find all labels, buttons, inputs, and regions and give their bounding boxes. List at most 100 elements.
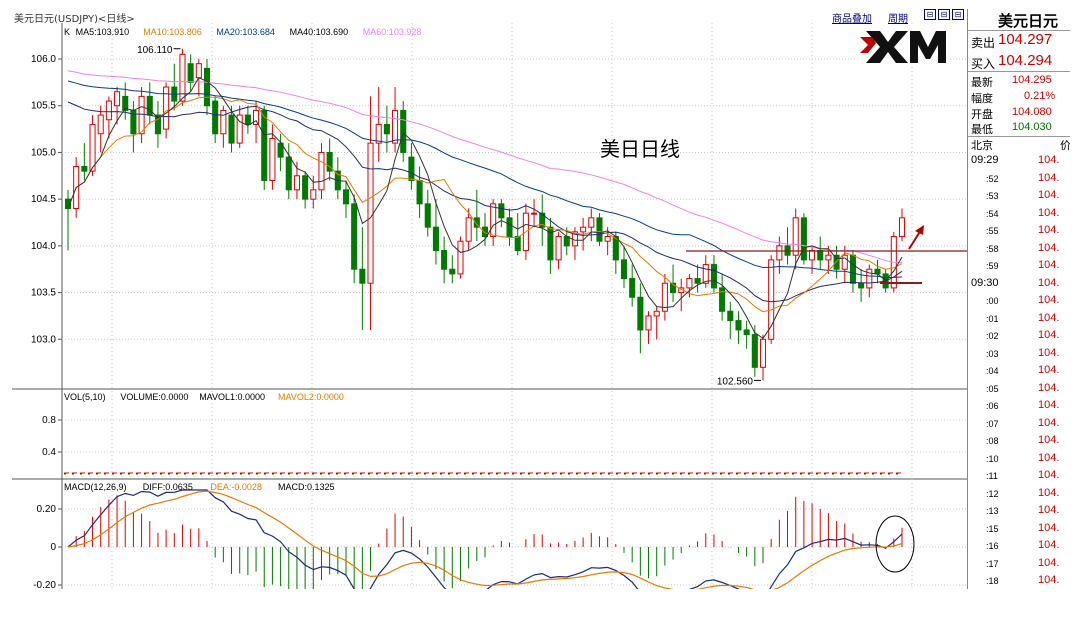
- candle-body: [506, 217, 513, 238]
- volume-legend-item: MAVOL1:0.0000: [199, 392, 265, 402]
- candle-body: [743, 329, 750, 336]
- candle-body: [441, 250, 448, 270]
- ma20-line: [67, 101, 903, 303]
- tick-price: 104.: [1038, 224, 1060, 236]
- candle-body: [661, 282, 668, 312]
- candle-body: [244, 114, 251, 125]
- candle-body: [228, 114, 235, 144]
- stat-value-low: 104.030: [1012, 121, 1052, 133]
- candle-body: [351, 203, 358, 270]
- candle-body: [604, 236, 611, 242]
- candle-body: [432, 226, 439, 252]
- tick-time: :07: [986, 418, 999, 429]
- candle-body: [694, 278, 701, 284]
- price-tick-label: 104.5: [31, 194, 56, 205]
- tick-price: 104.: [1038, 399, 1060, 411]
- price-tick-label: 105.0: [31, 147, 56, 158]
- candle-body: [261, 109, 268, 181]
- candle-body: [898, 217, 906, 238]
- candle-body: [220, 109, 227, 135]
- price-tick-label: 103.5: [31, 288, 56, 299]
- trend-arrow-shaft: [908, 229, 922, 250]
- candle-body: [89, 123, 96, 172]
- price-tick-label: 104.0: [31, 241, 56, 252]
- price-column-label: 价: [1060, 140, 1070, 152]
- ma-legend-item: MA40:103.690: [290, 27, 349, 37]
- candle-body: [751, 334, 758, 368]
- price-chart[interactable]: 106.0 105.5 105.0 104.5 104.0 103.5 103.0 K MA5:…: [12, 23, 967, 589]
- candle-body: [645, 315, 652, 331]
- tick-time: :17: [986, 558, 999, 569]
- candle-body: [424, 203, 431, 228]
- candle-body: [179, 53, 186, 102]
- candle-body: [498, 203, 505, 219]
- tick-price: 104.: [1038, 206, 1060, 219]
- volume-legend-item: MAVOL2:0.0000: [278, 392, 344, 402]
- overlay-symbol-link[interactable]: 商品叠加: [832, 14, 872, 25]
- tick-price: 104.: [1038, 434, 1060, 446]
- candle-body: [531, 212, 538, 215]
- tick-price: 104.: [1038, 259, 1060, 271]
- layout-button-3[interactable]: ⊟: [952, 9, 964, 20]
- candle-body: [416, 179, 423, 205]
- candle-body: [269, 137, 276, 181]
- stat-label-low: 最低: [971, 124, 993, 136]
- low-price-label: 102.560: [717, 376, 754, 387]
- tick-time: :59: [986, 261, 999, 271]
- candle-body: [122, 95, 129, 111]
- macd-legend-item: DEA:-0.0028: [210, 482, 262, 492]
- ma5-line: [67, 77, 903, 340]
- candle-body: [596, 217, 603, 242]
- candle-body: [481, 226, 489, 238]
- tick-price: 104.: [1038, 346, 1060, 359]
- candle-body: [392, 109, 399, 144]
- tick-price: 104.: [1038, 276, 1060, 289]
- tick-price: 104.: [1038, 189, 1060, 201]
- layout-button-2[interactable]: ⊟: [938, 9, 950, 20]
- candle-body: [620, 259, 628, 280]
- tick-price: 104.: [1038, 154, 1060, 166]
- price-tick-label: 105.5: [31, 101, 56, 112]
- macd-tick-label: 0: [50, 542, 56, 553]
- ma-legend-item: K: [64, 27, 70, 37]
- tick-price: 104.: [1038, 294, 1060, 306]
- candle-body: [547, 226, 554, 261]
- candle-body: [383, 123, 390, 135]
- tick-price: 104.: [1038, 469, 1060, 481]
- xm-logo: [858, 27, 950, 67]
- high-price-label: 106.110: [137, 45, 173, 56]
- candle-body: [81, 165, 88, 172]
- stat-value-change: 0.21%: [1024, 90, 1056, 102]
- candle-body: [710, 264, 717, 289]
- price-tick-label: 106.0: [31, 54, 56, 65]
- tick-time: :13: [986, 506, 999, 516]
- tick-time: 09:29: [971, 154, 999, 166]
- stat-value-latest: 104.295: [1012, 74, 1052, 86]
- candle-body: [727, 310, 734, 322]
- candle-body: [203, 67, 211, 107]
- candle-body: [555, 236, 562, 261]
- tick-price: 104.: [1038, 486, 1060, 499]
- tick-price: 104.: [1038, 521, 1060, 534]
- tick-price: 104.: [1038, 574, 1060, 586]
- candle-body: [146, 95, 153, 116]
- chart-toolbar: 美元日元(USDJPY)<日线> 商品叠加 周期 ⊟ ⊟ ⊟: [12, 9, 967, 25]
- diff-line: [67, 489, 903, 589]
- candle-body: [563, 236, 570, 247]
- period-link[interactable]: 周期: [888, 14, 908, 25]
- candle-body: [858, 282, 865, 289]
- candle-body: [457, 240, 464, 275]
- tick-time: :02: [986, 331, 999, 341]
- tick-time: :00: [986, 296, 999, 306]
- tick-price: 104.: [1038, 311, 1060, 324]
- quote-panel: 美元日元 卖出 104.297 买入 104.294 最新 104.295 幅度…: [967, 9, 1070, 589]
- candle-body: [326, 151, 333, 172]
- candle-body: [212, 100, 219, 135]
- layout-button-1[interactable]: ⊟: [924, 9, 936, 20]
- quote-panel-title: 美元日元: [998, 12, 1059, 30]
- candle-body: [163, 86, 170, 130]
- candle-body: [400, 109, 407, 153]
- sell-label: 卖出: [971, 36, 996, 50]
- tick-price: 104.: [1038, 241, 1060, 254]
- volume-tick-label: 0.8: [42, 415, 56, 426]
